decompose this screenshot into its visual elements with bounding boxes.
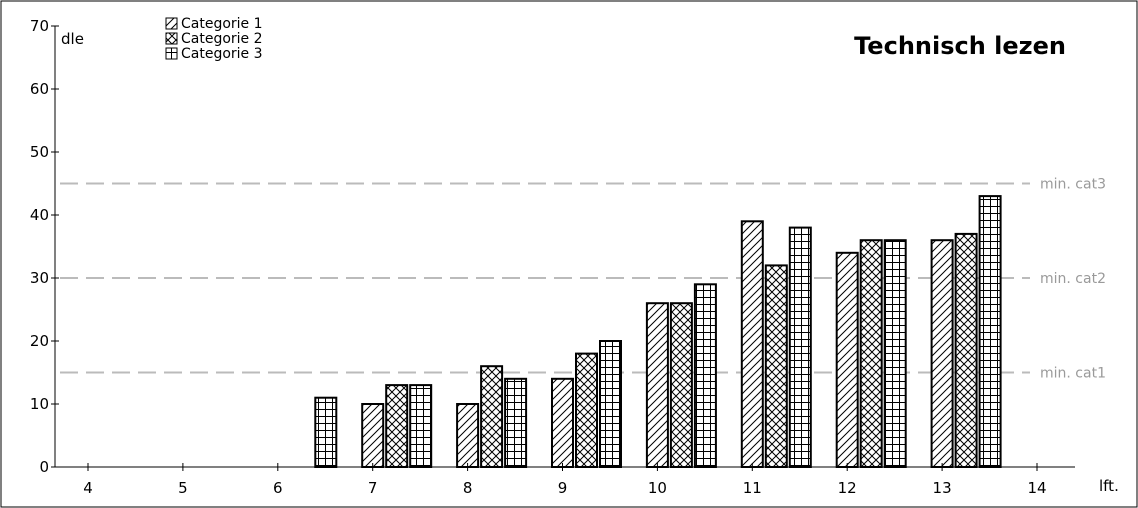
bar-categorie-1-10 <box>645 302 669 469</box>
x-tick-label: 8 <box>463 479 473 497</box>
reference-line-label: min. cat2 <box>1040 271 1106 287</box>
x-tick-label: 7 <box>368 479 378 497</box>
bar-categorie-3-9 <box>599 340 622 468</box>
bar-categorie-1-12 <box>835 251 859 468</box>
bar-categorie-1-8 <box>456 403 480 468</box>
y-tick-label: 40 <box>30 206 49 224</box>
y-tick-label: 70 <box>30 17 49 35</box>
reference-line-label: min. cat3 <box>1040 177 1106 193</box>
bar-categorie-3-11 <box>788 226 812 468</box>
legend-label: Categorie 1 <box>181 16 263 32</box>
bar-categorie-1-7 <box>361 403 385 468</box>
bar-categorie-1-11 <box>740 220 764 468</box>
bar-categorie-1-13 <box>930 239 954 468</box>
legend-swatch <box>165 47 178 60</box>
x-tick-label: 13 <box>933 479 952 497</box>
x-tick-label: 12 <box>838 479 857 497</box>
legend-label: Categorie 3 <box>181 46 263 62</box>
bar-categorie-2-13 <box>954 232 978 468</box>
y-tick-label: 60 <box>30 80 49 98</box>
bar-categorie-2-12 <box>859 239 883 468</box>
x-tick-label: 5 <box>178 479 188 497</box>
y-tick-label: 20 <box>30 332 49 350</box>
reference-line-label: min. cat1 <box>1040 366 1106 382</box>
y-tick-label: 0 <box>39 458 49 476</box>
x-tick-label: 9 <box>558 479 568 497</box>
bar-categorie-2-7 <box>385 384 409 469</box>
y-tick-label: 10 <box>30 395 49 413</box>
legend-label: Categorie 2 <box>181 31 263 47</box>
axes: 0 10 20 30 40 50 60 70 4 5 6 7 8 9 10 11 12 13 14 <box>30 17 1075 497</box>
bar-categorie-2-10 <box>669 302 693 469</box>
bar-categorie-3-10 <box>693 283 717 468</box>
legend-swatch <box>165 32 178 45</box>
chart-title: Technisch lezen <box>854 32 1066 60</box>
x-tick-label: 4 <box>83 479 93 497</box>
y-tick-label: 50 <box>30 143 49 161</box>
bars <box>314 195 1002 469</box>
x-tick-label: 14 <box>1027 479 1046 497</box>
x-tick-label: 6 <box>273 479 283 497</box>
bar-categorie-2-11 <box>764 264 788 468</box>
bar-categorie-3-8 <box>504 377 528 468</box>
bar-categorie-3-13 <box>978 195 1002 468</box>
bar-categorie-3-12 <box>883 239 907 468</box>
y-axis-label: dle <box>61 30 84 48</box>
legend-swatch <box>165 17 178 30</box>
x-tick-label: 11 <box>743 479 762 497</box>
bar-categorie-2-9 <box>575 352 598 469</box>
y-tick-label: 30 <box>30 269 49 287</box>
x-tick-label: 10 <box>648 479 667 497</box>
bar-categorie-3-6 <box>314 396 338 469</box>
bar-categorie-2-8 <box>480 365 504 469</box>
bar-categorie-3-7 <box>409 384 433 469</box>
bar-categorie-1-9 <box>551 377 574 468</box>
x-axis-label: lft. <box>1099 477 1119 495</box>
